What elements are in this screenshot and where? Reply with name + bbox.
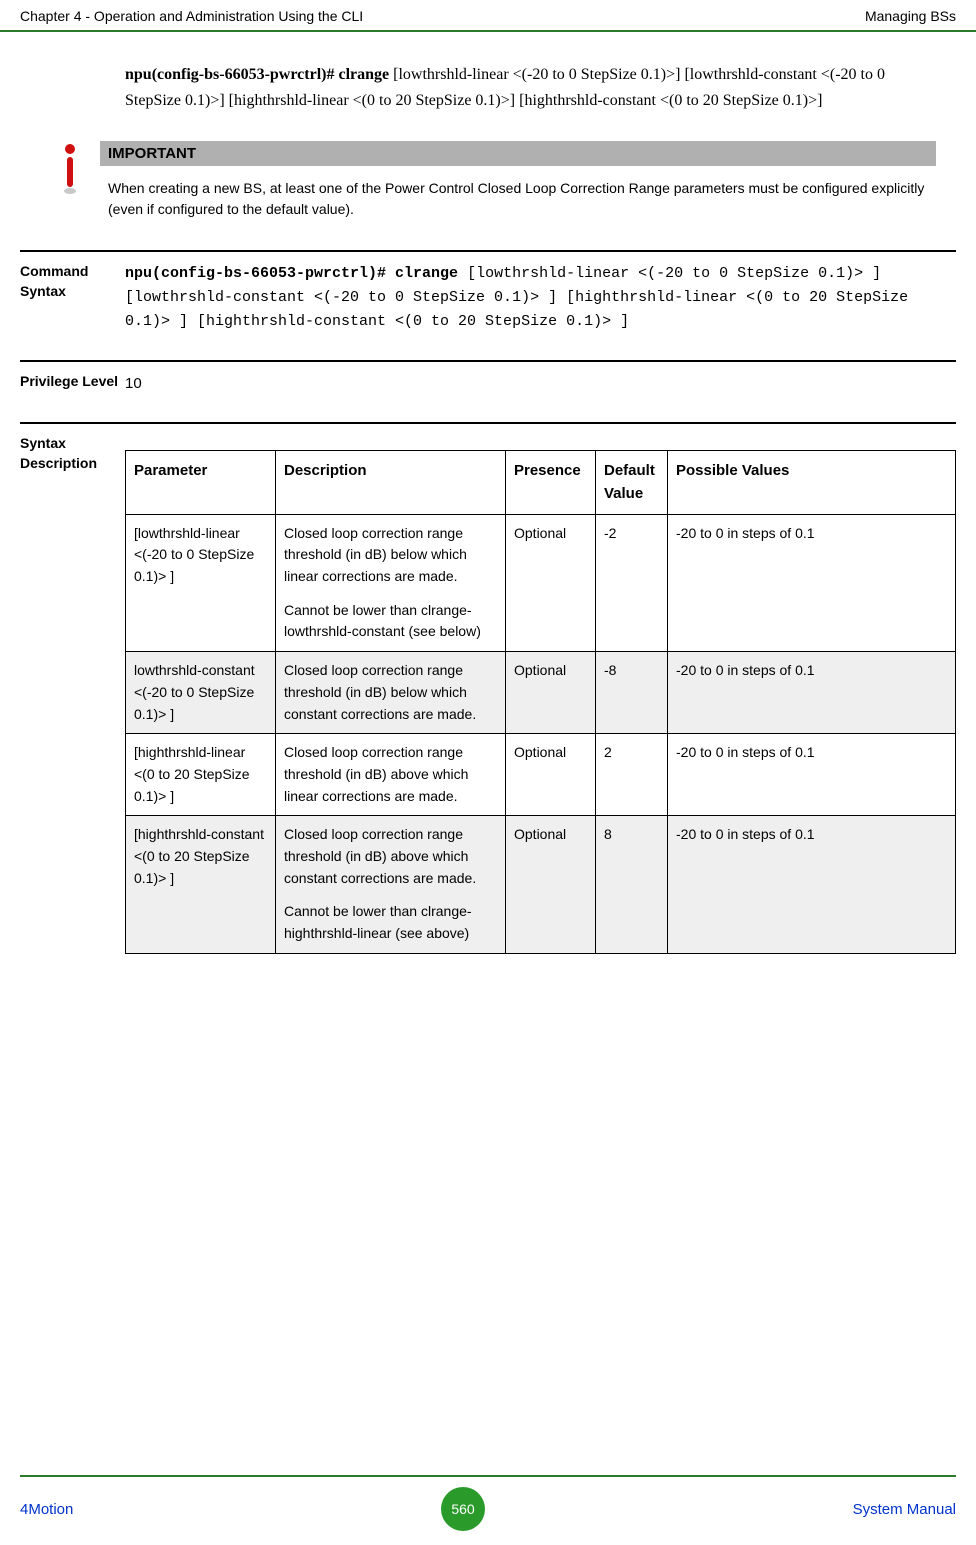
- privilege-value: 10: [125, 372, 956, 396]
- th-presence: Presence: [506, 451, 596, 515]
- section-command-syntax: Command Syntax npu(config-bs-66053-pwrct…: [20, 250, 956, 334]
- cell-desc-p1: Closed loop correction range threshold (…: [284, 660, 497, 725]
- intro-command: npu(config-bs-66053-pwrctrl)# clrange: [125, 66, 389, 83]
- cell-desc: Closed loop correction range threshold (…: [276, 514, 506, 651]
- th-parameter: Parameter: [126, 451, 276, 515]
- cell-desc-p1: Closed loop correction range threshold (…: [284, 824, 497, 889]
- cell-param: [lowthrshld-linear <(-20 to 0 StepSize 0…: [126, 514, 276, 651]
- cell-def: -2: [596, 514, 668, 651]
- page-footer: 4Motion 560 System Manual: [20, 1475, 956, 1531]
- important-title: IMPORTANT: [100, 141, 936, 166]
- syntax-table-wrap: Parameter Description Presence Default V…: [125, 434, 956, 954]
- important-body: IMPORTANT When creating a new BS, at lea…: [100, 141, 936, 220]
- cell-def: 8: [596, 816, 668, 953]
- command-syntax-body: npu(config-bs-66053-pwrctrl)# clrange [l…: [125, 262, 956, 334]
- section-syntax-description: Syntax Description Parameter Description…: [20, 422, 956, 954]
- cell-desc-p1: Closed loop correction range threshold (…: [284, 523, 497, 588]
- cell-desc-p1: Closed loop correction range threshold (…: [284, 742, 497, 807]
- cs-cmd: npu(config-bs-66053-pwrctrl)# clrange: [125, 265, 458, 282]
- table-row: [highthrshld-constant <(0 to 20 StepSize…: [126, 816, 956, 953]
- th-description: Description: [276, 451, 506, 515]
- th-default: Default Value: [596, 451, 668, 515]
- cell-desc-p2: Cannot be lower than clrange-lowthrshld-…: [284, 600, 497, 643]
- page-header: Chapter 4 - Operation and Administration…: [0, 0, 976, 32]
- table-header-row: Parameter Description Presence Default V…: [126, 451, 956, 515]
- page-content: npu(config-bs-66053-pwrctrl)# clrange [l…: [0, 32, 976, 954]
- cell-poss: -20 to 0 in steps of 0.1: [668, 734, 956, 816]
- cell-desc: Closed loop correction range threshold (…: [276, 652, 506, 734]
- cell-poss: -20 to 0 in steps of 0.1: [668, 652, 956, 734]
- footer-left: 4Motion: [20, 1501, 73, 1518]
- cell-param: [highthrshld-constant <(0 to 20 StepSize…: [126, 816, 276, 953]
- section-label: Syntax Description: [20, 434, 125, 954]
- footer-right: System Manual: [853, 1501, 956, 1518]
- important-text: When creating a new BS, at least one of …: [100, 166, 936, 220]
- cell-pres: Optional: [506, 514, 596, 651]
- th-possible: Possible Values: [668, 451, 956, 515]
- cell-poss: -20 to 0 in steps of 0.1: [668, 514, 956, 651]
- table-body: [lowthrshld-linear <(-20 to 0 StepSize 0…: [126, 514, 956, 953]
- cell-def: -8: [596, 652, 668, 734]
- cell-def: 2: [596, 734, 668, 816]
- footer-page-number: 560: [441, 1487, 485, 1531]
- cell-param: lowthrshld-constant <(-20 to 0 StepSize …: [126, 652, 276, 734]
- header-right: Managing BSs: [865, 8, 956, 24]
- section-privilege: Privilege Level 10: [20, 360, 956, 396]
- cell-pres: Optional: [506, 816, 596, 953]
- important-callout: IMPORTANT When creating a new BS, at lea…: [40, 141, 936, 220]
- cell-desc: Closed loop correction range threshold (…: [276, 734, 506, 816]
- cell-param: [highthrshld-linear <(0 to 20 StepSize 0…: [126, 734, 276, 816]
- header-left: Chapter 4 - Operation and Administration…: [20, 8, 363, 24]
- syntax-table: Parameter Description Presence Default V…: [125, 450, 956, 954]
- cell-desc-p2: Cannot be lower than clrange-highthrshld…: [284, 901, 497, 944]
- table-row: [highthrshld-linear <(0 to 20 StepSize 0…: [126, 734, 956, 816]
- table-row: [lowthrshld-linear <(-20 to 0 StepSize 0…: [126, 514, 956, 651]
- table-row: lowthrshld-constant <(-20 to 0 StepSize …: [126, 652, 956, 734]
- important-icon: [40, 141, 100, 220]
- section-label: Command Syntax: [20, 262, 125, 334]
- cell-pres: Optional: [506, 652, 596, 734]
- cell-pres: Optional: [506, 734, 596, 816]
- section-label: Privilege Level: [20, 372, 125, 396]
- cell-desc: Closed loop correction range threshold (…: [276, 816, 506, 953]
- intro-paragraph: npu(config-bs-66053-pwrctrl)# clrange [l…: [125, 62, 936, 113]
- cell-poss: -20 to 0 in steps of 0.1: [668, 816, 956, 953]
